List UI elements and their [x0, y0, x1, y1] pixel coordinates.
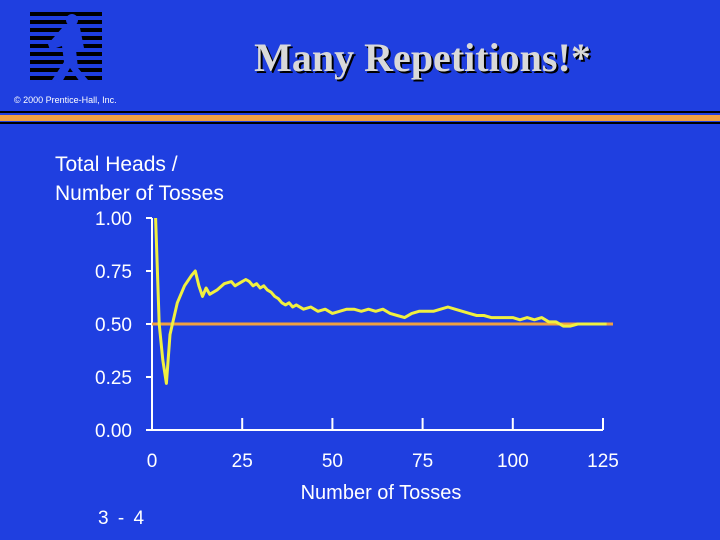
x-tick-label: 25 [232, 451, 253, 472]
x-axis-title: Number of Tosses [301, 482, 462, 504]
header-rule-bottom [0, 122, 720, 124]
slide-title: Many Repetitions!* [254, 35, 591, 80]
y-tick-label: 0.75 [95, 262, 132, 283]
series-group [154, 217, 607, 385]
x-tick-label: 75 [412, 451, 433, 472]
tick-labels: 1.00 0.75 0.50 0.25 0.00 0 25 50 75 100 125 [95, 209, 619, 472]
y-tick-label: 0.50 [95, 315, 132, 336]
series-line-0 [154, 217, 607, 385]
x-tick-label: 50 [322, 451, 343, 472]
x-tick-label: 125 [587, 451, 619, 472]
slide-number: 3 - 4 [98, 508, 147, 529]
chart-axes [146, 217, 604, 431]
running-man-logo [28, 10, 104, 84]
y-axis-title: Total Heads / Number of Tosses [55, 150, 224, 208]
running-man-icon [30, 12, 102, 82]
x-tick-label: 0 [147, 451, 158, 472]
x-tick-label: 100 [497, 451, 529, 472]
copyright-notice: © 2000 Prentice-Hall, Inc. [14, 95, 117, 105]
y-tick-label: 0.00 [95, 421, 132, 442]
y-tick-label: 1.00 [95, 209, 132, 230]
y-axis-title-line-1: Total Heads / [55, 153, 178, 176]
header-rule-top [0, 111, 720, 113]
y-tick-label: 0.25 [95, 368, 132, 389]
header-rule-accent [0, 115, 720, 121]
y-axis-title-line-2: Number of Tosses [55, 182, 224, 205]
